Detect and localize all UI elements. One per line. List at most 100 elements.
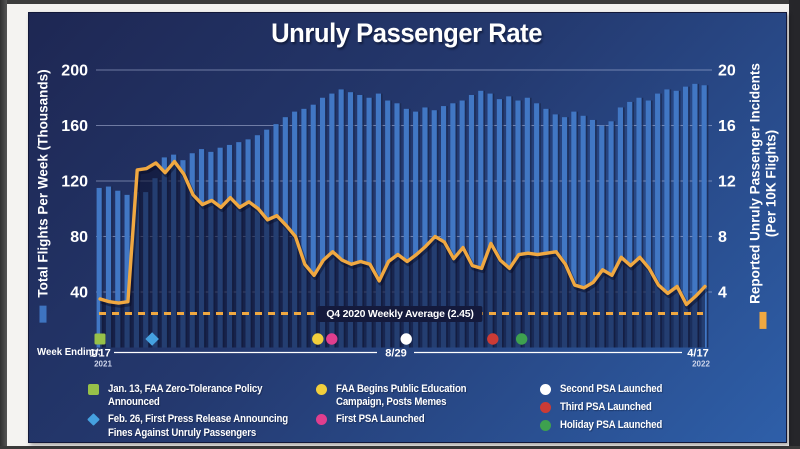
flights-bar <box>347 92 354 348</box>
flights-bar <box>440 106 447 348</box>
right-axis-label: Reported Unruly Passenger Incidents (Per… <box>747 63 778 329</box>
flights-bar-swatch-icon <box>39 305 47 323</box>
left-axis-tick: 40 <box>70 285 88 302</box>
flights-bar-edge <box>315 104 318 348</box>
legend: Jan. 13, FAA Zero-Tolerance Policy Annou… <box>0 383 760 439</box>
flights-bar-edge <box>334 93 337 348</box>
legend-column-3: Second PSA Launched Third PSA Launched Hol… <box>540 383 740 433</box>
event-marker-square <box>94 333 106 345</box>
flights-bar <box>636 97 642 348</box>
flights-bar-edge <box>557 114 560 348</box>
average-line-label: Q4 2020 Weekly Average (2.45) <box>317 306 483 322</box>
flights-bar <box>617 107 624 348</box>
legend-item-label: FAA Begins Public Education Campaign, Po… <box>336 383 467 409</box>
legend-item: Third PSA Launched <box>540 401 740 414</box>
left-axis-label: Total Flights Per Week (Thousands) <box>36 69 51 323</box>
flights-bar-edge <box>613 121 616 348</box>
flights-bar-edge <box>483 90 486 348</box>
flights-bar <box>301 108 307 348</box>
under-line-shade <box>100 161 706 348</box>
legend-item-label: Jan. 13, FAA Zero-Tolerance Policy Annou… <box>108 383 263 409</box>
flights-bar-edge <box>436 110 439 348</box>
legend-item: FAA Begins Public Education Campaign, Po… <box>316 383 528 409</box>
flights-bar <box>580 115 586 348</box>
left-axis-tick: 120 <box>61 174 88 191</box>
flights-bar-edge <box>362 94 365 348</box>
event-marker-circle <box>312 333 324 345</box>
legend-marker-circle-icon <box>316 384 327 395</box>
legend-marker-circle-icon <box>540 384 551 395</box>
event-marker-diamond <box>145 332 159 346</box>
legend-marker-circle-icon <box>540 402 551 414</box>
legend-item-label: Holiday PSA Launched <box>560 419 663 432</box>
flights-bar <box>478 90 484 348</box>
flights-bar <box>496 99 503 348</box>
flights-bar <box>375 93 382 348</box>
event-marker-circle <box>487 333 499 345</box>
legend-column-1: Jan. 13, FAA Zero-Tolerance Policy Annou… <box>87 383 314 440</box>
right-axis-label-text: Reported Unruly Passenger Incidents (Per… <box>747 63 778 304</box>
flights-bar <box>413 111 419 348</box>
legend-item: Holiday PSA Launched <box>540 419 740 432</box>
week-ending-label: Week Ending: <box>37 346 101 358</box>
flights-bar-edge <box>297 111 299 348</box>
flights-bar-edge <box>641 97 644 348</box>
left-axis-tick: 80 <box>70 229 88 246</box>
flights-bar <box>338 89 344 348</box>
flights-bar-edge <box>585 115 588 348</box>
legend-marker-circle-icon <box>540 420 551 432</box>
flights-bar <box>682 86 689 348</box>
flights-bar-edge <box>548 108 551 348</box>
flights-bar-edge <box>623 107 625 348</box>
legend-marker-circle-icon <box>316 414 327 426</box>
flights-bar-edge <box>706 85 709 348</box>
frame-edge-left <box>0 0 7 449</box>
flights-bar <box>645 100 651 348</box>
flights-bar-edge <box>446 106 448 348</box>
flights-bar-edge <box>660 93 662 348</box>
incidents-line-swatch-icon <box>759 311 767 329</box>
flights-bar-edge <box>464 100 467 348</box>
flights-bar-edge <box>306 108 309 348</box>
flights-bar-edge <box>688 86 690 348</box>
flights-bar-edge <box>604 125 607 348</box>
flights-bar <box>664 89 670 348</box>
flights-bar <box>561 117 568 348</box>
legend-item-label: First PSA Launched <box>336 413 425 426</box>
flights-bar <box>571 111 577 348</box>
flights-bar <box>459 100 465 348</box>
flights-bar-edge <box>353 92 355 348</box>
flights-bar <box>366 97 372 348</box>
flights-bar-edge <box>520 100 523 348</box>
flights-bar-edge <box>632 101 634 348</box>
flights-bar <box>329 93 335 348</box>
legend-item-label: Second PSA Launched <box>560 383 663 395</box>
legend-item: First PSA Launched <box>316 413 528 426</box>
x-axis-date-label: 4/17 <box>687 348 708 360</box>
legend-item: Jan. 13, FAA Zero-Tolerance Policy Annou… <box>88 383 314 409</box>
frame-edge-top <box>0 0 800 4</box>
flights-bar <box>357 94 363 348</box>
flights-bar-edge <box>678 90 681 348</box>
legend-marker-diamond-icon <box>87 413 100 427</box>
flights-bar <box>515 100 521 348</box>
flights-bar <box>115 190 121 348</box>
flights-bar <box>692 83 698 348</box>
flights-bar-edge <box>455 103 458 348</box>
flights-bar <box>552 114 558 348</box>
event-marker-circle <box>400 333 412 345</box>
flights-bar-edge <box>390 100 392 348</box>
flights-bar <box>608 121 614 348</box>
flights-bar <box>394 103 400 348</box>
flights-bar-edge <box>576 111 579 348</box>
incident-line <box>98 159 707 307</box>
flights-bar <box>487 93 493 348</box>
right-axis-tick: 12 <box>718 174 736 191</box>
x-axis-date-label: 8/29 <box>385 348 406 360</box>
flights-bar <box>524 97 530 348</box>
flights-bar <box>599 125 605 348</box>
flights-bar <box>468 94 475 348</box>
flights-bar <box>701 85 707 348</box>
